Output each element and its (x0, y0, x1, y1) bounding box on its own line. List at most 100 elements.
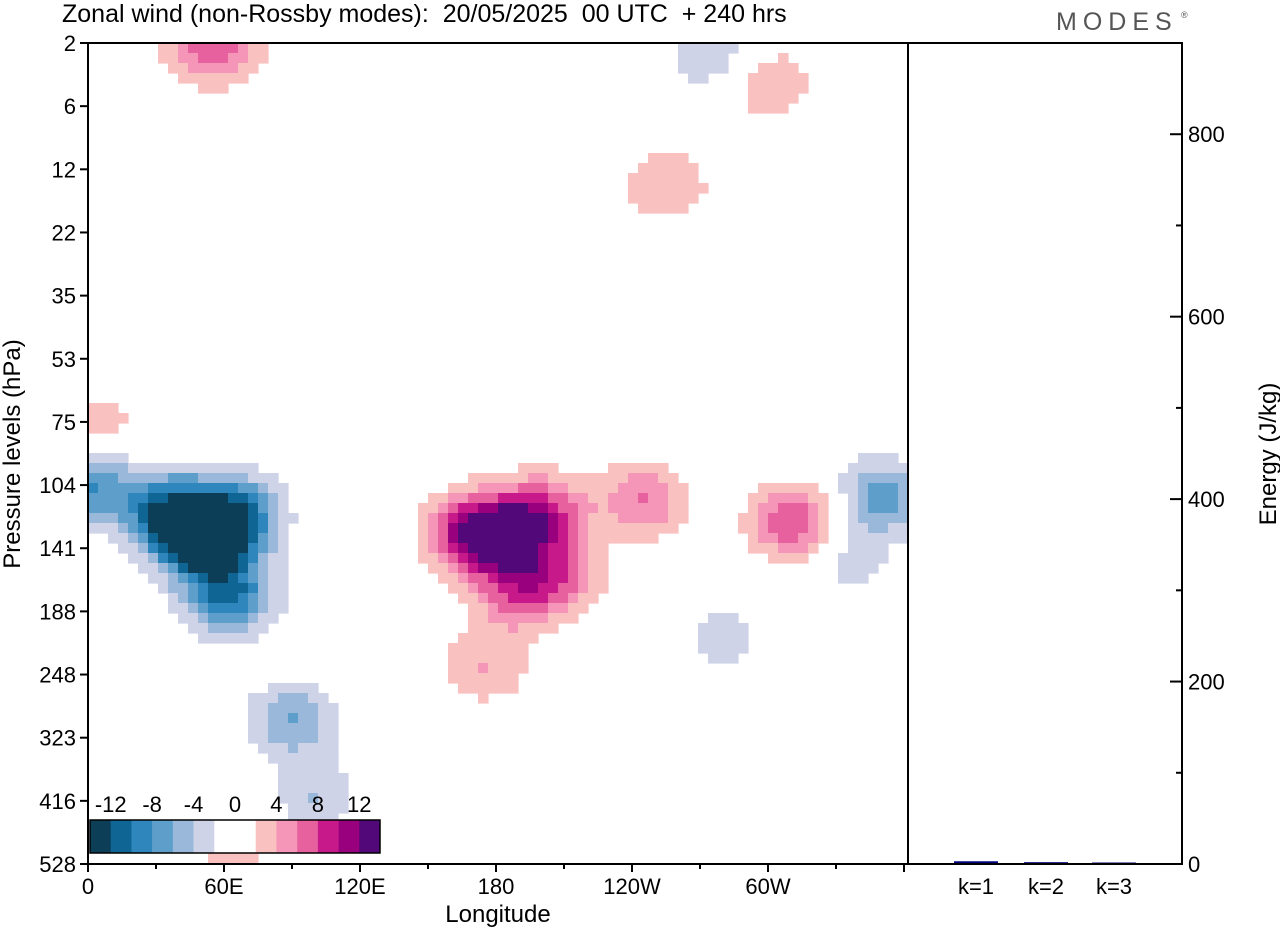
heatmap-cell (238, 583, 249, 594)
y-tick-label: 188 (39, 599, 76, 624)
heatmap-cell (148, 473, 159, 484)
heatmap-cell (548, 573, 559, 584)
heatmap-cell (688, 63, 699, 74)
heatmap-cell (538, 513, 549, 524)
heatmap-cell (288, 803, 299, 814)
heatmap-cell (538, 503, 549, 514)
heatmap-cell (868, 483, 879, 494)
heatmap-cell (158, 53, 169, 64)
heatmap-cell (788, 83, 799, 94)
heatmap-cell (848, 473, 859, 484)
heatmap-cell (728, 643, 739, 654)
heatmap-cell (88, 403, 99, 414)
heatmap-cell (208, 73, 219, 84)
heatmap-cell (788, 483, 799, 494)
heatmap-cell (688, 183, 699, 194)
y-tick-label: 35 (52, 284, 76, 309)
heatmap-cell (258, 623, 269, 634)
heatmap-cell (278, 553, 289, 564)
heatmap-cell (558, 553, 569, 564)
energy-tick-label: 200 (1188, 670, 1225, 695)
heatmap-cell (468, 683, 479, 694)
heatmap-cell (238, 623, 249, 634)
heatmap-cell (148, 553, 159, 564)
heatmap-cell (208, 63, 219, 74)
heatmap-cell (148, 533, 159, 544)
heatmap-cell (188, 463, 199, 474)
heatmap-cell (108, 463, 119, 474)
heatmap-cell (188, 543, 199, 554)
heatmap-cell (598, 583, 609, 594)
heatmap-cell (128, 493, 139, 504)
heatmap-cell (728, 623, 739, 634)
heatmap-cell (228, 553, 239, 564)
heatmap-cell (448, 523, 459, 534)
heatmap-cell (328, 713, 339, 724)
heatmap-cell (228, 63, 239, 74)
heatmap-cell (858, 463, 869, 474)
heatmap-cell (528, 613, 539, 624)
heatmap-cell (858, 503, 869, 514)
heatmap-cell (758, 523, 769, 534)
heatmap-cell (888, 523, 899, 534)
heatmap-cell (278, 693, 289, 704)
heatmap-cell (198, 483, 209, 494)
heatmap-cell (168, 573, 179, 584)
heatmap-cell (558, 573, 569, 584)
heatmap-cell (678, 63, 689, 74)
heatmap-cell (178, 593, 189, 604)
heatmap-cell (488, 683, 499, 694)
heatmap-cell (278, 753, 289, 764)
heatmap-cell (528, 533, 539, 544)
heatmap-cell (108, 473, 119, 484)
x-axis-title: Longitude (445, 901, 550, 928)
heatmap-cell (248, 733, 259, 744)
heatmap-cell (458, 503, 469, 514)
heatmap-cell (138, 523, 149, 534)
heatmap-cell (848, 533, 859, 544)
heatmap-cell (578, 503, 589, 514)
heatmap-cell (168, 473, 179, 484)
heatmap-cell (218, 463, 229, 474)
heatmap-cell (638, 483, 649, 494)
heatmap-cell (468, 493, 479, 504)
heatmap-cell (448, 543, 459, 554)
heatmap-cell (588, 503, 599, 514)
heatmap-cell (728, 613, 739, 624)
heatmap-cell (208, 523, 219, 534)
colorbar-swatch (214, 820, 236, 853)
heatmap-cell (848, 503, 859, 514)
heatmap-cell (538, 543, 549, 554)
heatmap-cell (318, 713, 329, 724)
heatmap-cell (558, 533, 569, 544)
heatmap-cell (638, 523, 649, 534)
heatmap-cell (258, 723, 269, 734)
heatmap-cell (538, 583, 549, 594)
heatmap-cell (188, 623, 199, 634)
heatmap-cell (568, 503, 579, 514)
heatmap-cell (718, 653, 729, 664)
heatmap-cell (528, 463, 539, 474)
heatmap-cell (248, 593, 259, 604)
heatmap-cell (468, 653, 479, 664)
heatmap-cell (558, 493, 569, 504)
heatmap-cell (488, 563, 499, 574)
heatmap-cell (448, 573, 459, 584)
heatmap-cell (678, 203, 689, 214)
heatmap-cell (448, 483, 459, 494)
heatmap-cell (648, 513, 659, 524)
heatmap-cell (458, 583, 469, 594)
heatmap-cell (88, 423, 99, 434)
heatmap-cell (238, 593, 249, 604)
heatmap-cell (268, 733, 279, 744)
heatmap-field (88, 43, 908, 864)
heatmap-cell (658, 193, 669, 204)
heatmap-cell (248, 563, 259, 574)
heatmap-cell (308, 723, 319, 734)
heatmap-cell (718, 623, 729, 634)
heatmap-cell (468, 483, 479, 494)
heatmap-cell (448, 553, 459, 564)
heatmap-cell (508, 683, 519, 694)
heatmap-cell (258, 563, 269, 574)
heatmap-cell (278, 703, 289, 714)
